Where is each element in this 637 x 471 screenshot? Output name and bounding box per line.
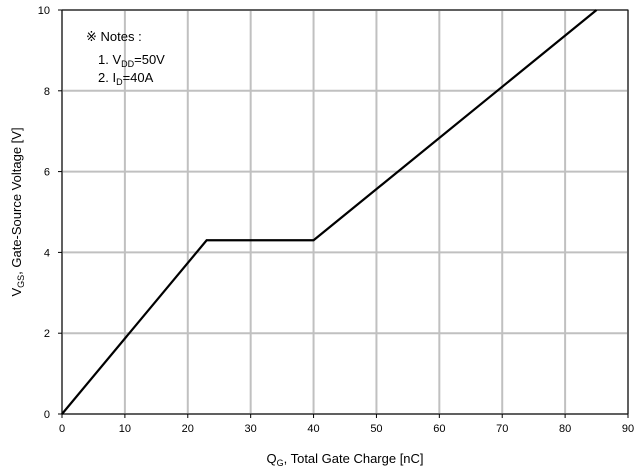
x-tick-label: 10	[119, 423, 131, 435]
y-axis-ticks: 0 2 4 6 8 10	[38, 5, 62, 421]
x-axis-label-sub: G	[277, 458, 284, 468]
y-axis-label-rest: , Gate-Source Voltage [V]	[9, 127, 24, 274]
x-tick-label: 40	[307, 423, 319, 435]
y-axis-label: VGS, Gate-Source Voltage [V]	[9, 127, 26, 296]
note-line-2: 2. ID=40A	[98, 70, 154, 87]
series-layer	[61, 9, 598, 415]
notes-annotation: ※ Notes : 1. VDD=50V 2. ID=40A	[86, 29, 165, 87]
x-axis-ticks: 0 10 20 30 40 50 60 70 80 90	[59, 414, 634, 435]
y-axis-label-sub: GS	[16, 275, 26, 288]
x-axis-label-main: Q	[266, 451, 276, 466]
y-tick-label: 0	[44, 409, 50, 421]
y-tick-label: 8	[44, 86, 50, 98]
x-tick-label: 50	[370, 423, 382, 435]
x-axis-label: QG, Total Gate Charge [nC]	[266, 451, 423, 468]
x-tick-label: 0	[59, 423, 65, 435]
x-tick-label: 90	[622, 423, 634, 435]
series-line	[61, 9, 598, 415]
y-tick-label: 6	[44, 167, 50, 179]
y-tick-label: 10	[38, 5, 50, 17]
x-axis-label-rest: , Total Gate Charge [nC]	[284, 451, 424, 466]
plot-frame	[61, 9, 629, 415]
x-tick-label: 80	[559, 423, 571, 435]
x-tick-label: 70	[496, 423, 508, 435]
x-tick-label: 60	[433, 423, 445, 435]
y-axis-label-main: V	[9, 288, 24, 297]
y-tick-label: 2	[44, 328, 50, 340]
notes-heading: ※ Notes :	[86, 29, 142, 44]
note-line-1: 1. VDD=50V	[98, 52, 165, 69]
x-tick-label: 20	[182, 423, 194, 435]
x-tick-label: 30	[245, 423, 257, 435]
y-tick-label: 4	[44, 247, 50, 259]
